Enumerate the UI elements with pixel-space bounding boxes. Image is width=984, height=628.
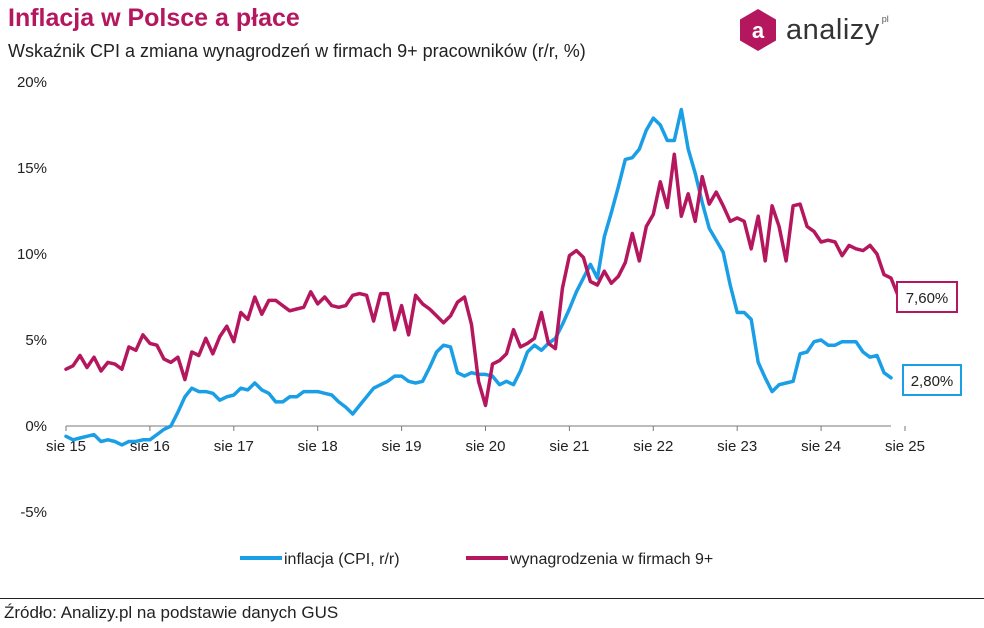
x-tick-label: sie 18 xyxy=(298,438,338,455)
series-lines xyxy=(64,107,914,447)
x-tick-label: sie 24 xyxy=(801,438,841,455)
x-tick-label: sie 22 xyxy=(633,438,673,455)
legend-label: inflacja (CPI, r/r) xyxy=(284,551,400,568)
y-tick-label: 0% xyxy=(25,418,47,435)
x-axis-labels: sie 15 sie 16 sie 17 sie 18 sie 19 sie 20 sie … xyxy=(46,438,925,455)
footer-divider xyxy=(0,598,984,599)
y-tick-label: 5% xyxy=(25,332,47,349)
axis-lines xyxy=(65,425,906,431)
y-tick-label: 10% xyxy=(17,246,47,263)
logo-hexagon-icon: a xyxy=(740,9,776,51)
chart-subtitle: Wskaźnik CPI a zmiana wynagrodzeń w firm… xyxy=(8,41,586,61)
y-tick-label: 15% xyxy=(17,160,47,177)
series-line-inflacja xyxy=(64,107,893,447)
end-value-box xyxy=(902,364,962,396)
source-note: Źródło: Analizy.pl na podstawie danych G… xyxy=(4,603,339,622)
line-chart: 20%15%10%5%0%-5% sie 15 sie 16 sie 17 sie 1… xyxy=(17,74,962,568)
x-tick-label: sie 15 xyxy=(46,438,86,455)
x-tick-label: sie 25 xyxy=(885,438,925,455)
end-labels: 7,60% 2,80% xyxy=(896,281,962,396)
x-tick-label: sie 21 xyxy=(549,438,589,455)
end-value-label: 7,60% xyxy=(906,290,949,307)
end-value-label: 2,80% xyxy=(911,373,954,390)
legend-label: wynagrodzenia w firmach 9+ xyxy=(509,551,713,568)
x-tick-label: sie 17 xyxy=(214,438,254,455)
series-line-wynagrodzenia xyxy=(64,152,914,408)
y-tick-label: 20% xyxy=(17,74,47,91)
end-value-box xyxy=(896,281,958,313)
x-tick-label: sie 23 xyxy=(717,438,757,455)
analizy-logo: a analizy pl xyxy=(738,8,889,52)
chart-title: Inflacja w Polsce a płace xyxy=(8,4,300,32)
y-axis-labels: 20% 15% 10% 5% 0% -5% xyxy=(17,74,47,521)
logo-text: analizy xyxy=(786,13,880,46)
legend: inflacja (CPI, r/r) wynagrodzenia w firma… xyxy=(240,551,713,568)
y-tick-label: -5% xyxy=(20,504,47,521)
x-tick-label: sie 20 xyxy=(465,438,505,455)
logo-icon-letter: a xyxy=(752,18,765,43)
logo-sup: pl xyxy=(881,14,889,24)
x-tick-label: sie 19 xyxy=(382,438,422,455)
